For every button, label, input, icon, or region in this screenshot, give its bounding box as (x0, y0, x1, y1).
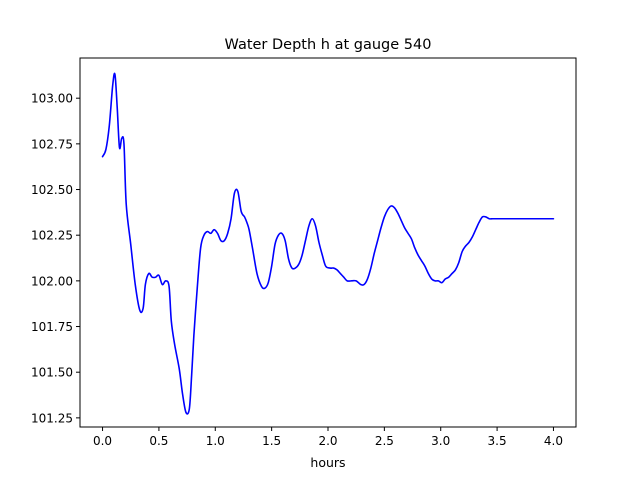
y-tick-label: 101.25 (31, 411, 73, 425)
y-tick-label: 103.00 (31, 92, 73, 106)
x-tick-label: 1.5 (262, 434, 281, 448)
plot-area (101, 72, 555, 415)
y-axis-ticks: 101.25 101.50 101.75 102.00 102.25 102.50 102.… (31, 92, 80, 425)
x-axis-ticks: 0.0 0.5 1.0 1.5 2.0 2.5 3.0 3.5 4.0 (93, 427, 563, 448)
axes-frame (79, 57, 577, 428)
water-depth-series-line (101, 72, 555, 415)
x-tick-label: 2.0 (318, 434, 337, 448)
x-axis-label: hours (310, 455, 345, 470)
y-tick-label: 102.00 (31, 274, 73, 288)
x-tick-label: 2.5 (375, 434, 394, 448)
y-tick-label: 102.25 (31, 229, 73, 243)
x-tick-label: 0.0 (93, 434, 112, 448)
y-tick-label: 102.50 (31, 183, 73, 197)
y-tick-label: 101.50 (31, 366, 73, 380)
y-tick-label: 101.75 (31, 320, 73, 334)
chart-title: Water Depth h at gauge 540 (225, 37, 432, 53)
x-tick-label: 0.5 (149, 434, 168, 448)
x-tick-label: 4.0 (544, 434, 563, 448)
x-tick-label: 1.0 (206, 434, 225, 448)
x-tick-label: 3.5 (488, 434, 507, 448)
x-tick-label: 3.0 (431, 434, 450, 448)
y-tick-label: 102.75 (31, 137, 73, 151)
